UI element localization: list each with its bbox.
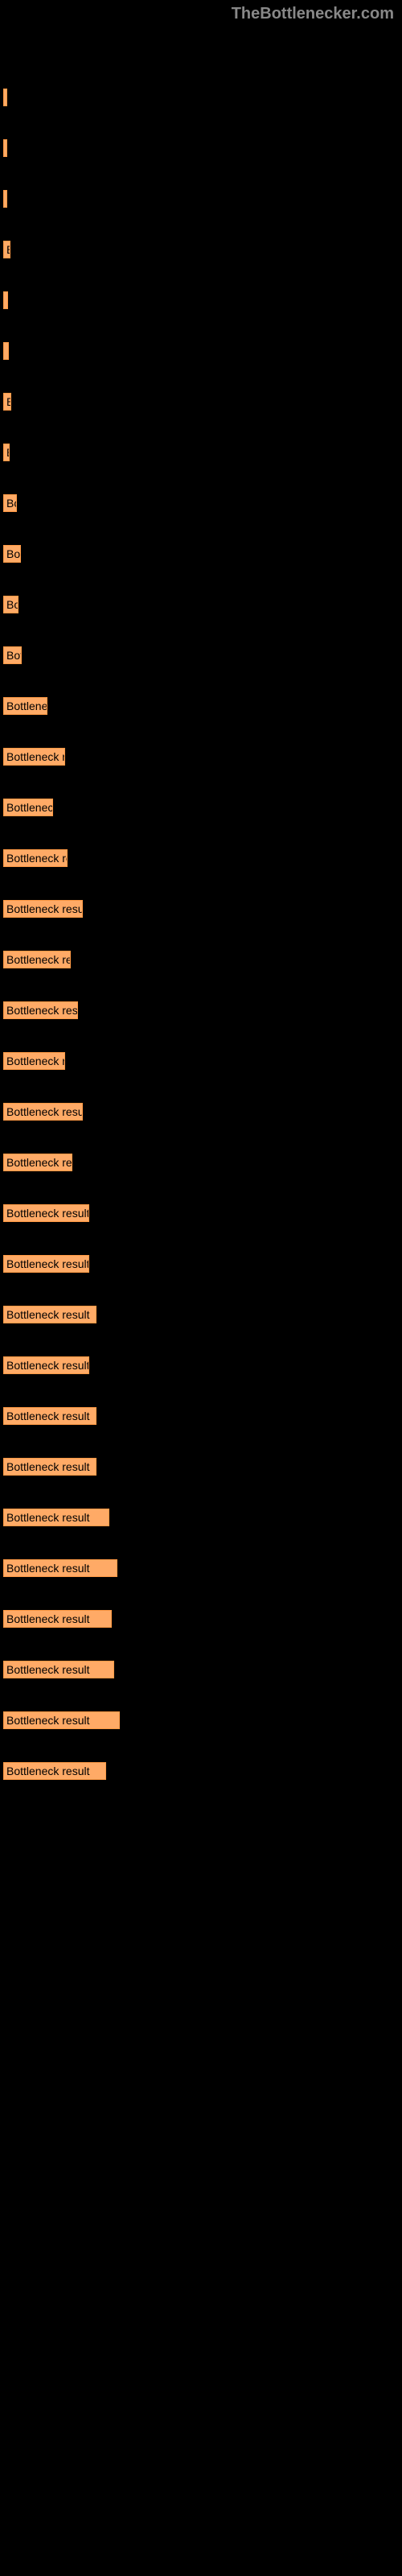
bar: B [3,393,11,411]
bar-row: Bottlenec [3,799,402,816]
bar-row: Bottleneck result [3,1661,402,1678]
bar: Bo [3,494,17,512]
bar: Bot [3,545,21,563]
bar-row: B [3,393,402,411]
bar-row [3,342,402,360]
bar: Bottleneck result [3,1610,112,1628]
bar: Bottleneck re [3,1052,65,1070]
bar: Bottleneck result [3,1661,114,1678]
bar: Bottleneck result [3,1356,89,1374]
bar: Bo [3,596,18,613]
bar [3,291,8,309]
bar: Bottlene [3,697,47,715]
bar: Bottleneck result [3,900,83,918]
bar [3,190,7,208]
bar-row: Bottleneck result [3,1255,402,1273]
bar: B [3,444,10,461]
bar-row: Bottleneck result [3,1103,402,1121]
bar-row: Bottleneck result [3,1610,402,1628]
bar: B [3,241,10,258]
bar: Bottleneck result [3,1458,96,1476]
bar: Bottleneck resul [3,1001,78,1019]
bar-row: Bottleneck result [3,1458,402,1476]
bar: Bottleneck resu [3,1154,72,1171]
bar-row: Bo [3,494,402,512]
bar-row [3,291,402,309]
bar-row: Bottleneck re [3,748,402,766]
bar-row: Bottleneck res [3,849,402,867]
bar-row: Bottleneck result [3,1407,402,1425]
bar-row [3,190,402,208]
watermark-text: TheBottlenecker.com [232,5,394,23]
bar-row: Bottleneck resul [3,1001,402,1019]
bar-row: Bottleneck result [3,1306,402,1323]
bar-row: Bottleneck result [3,1509,402,1526]
bar-row: Bot [3,646,402,664]
bar: Bottleneck res [3,849,68,867]
bar-row: Bottleneck res [3,951,402,968]
bar-row: Bottleneck result [3,1204,402,1222]
bar: Bottleneck result [3,1407,96,1425]
bar-row [3,139,402,157]
bar-row: Bottleneck result [3,1559,402,1577]
bar [3,89,7,106]
bar-row: Bottleneck re [3,1052,402,1070]
bar-chart: B B B Bo Bot Bo Bot Bottlene Bottleneck re Bottle… [0,0,402,1845]
bar [3,139,7,157]
bar: Bottleneck result [3,1711,120,1729]
bar-row: Bottlene [3,697,402,715]
bar-row: Bot [3,545,402,563]
bar: Bottleneck re [3,748,65,766]
bar-row: Bottleneck result [3,1711,402,1729]
bar: Bottleneck result [3,1509,109,1526]
bar [3,342,9,360]
bar-row: Bo [3,596,402,613]
bar: Bottleneck result [3,1204,89,1222]
bar-row [3,89,402,106]
bar: Bottleneck result [3,1306,96,1323]
bar-row: Bottleneck result [3,900,402,918]
bar-row: B [3,241,402,258]
bar: Bottleneck result [3,1559,117,1577]
bar-row: Bottleneck result [3,1762,402,1780]
bar: Bottlenec [3,799,53,816]
bar-row: B [3,444,402,461]
bar: Bottleneck res [3,951,71,968]
bar-row: Bottleneck resu [3,1154,402,1171]
bar: Bottleneck result [3,1762,106,1780]
bar: Bot [3,646,22,664]
bar: Bottleneck result [3,1255,89,1273]
bar-row: Bottleneck result [3,1356,402,1374]
bar: Bottleneck result [3,1103,83,1121]
